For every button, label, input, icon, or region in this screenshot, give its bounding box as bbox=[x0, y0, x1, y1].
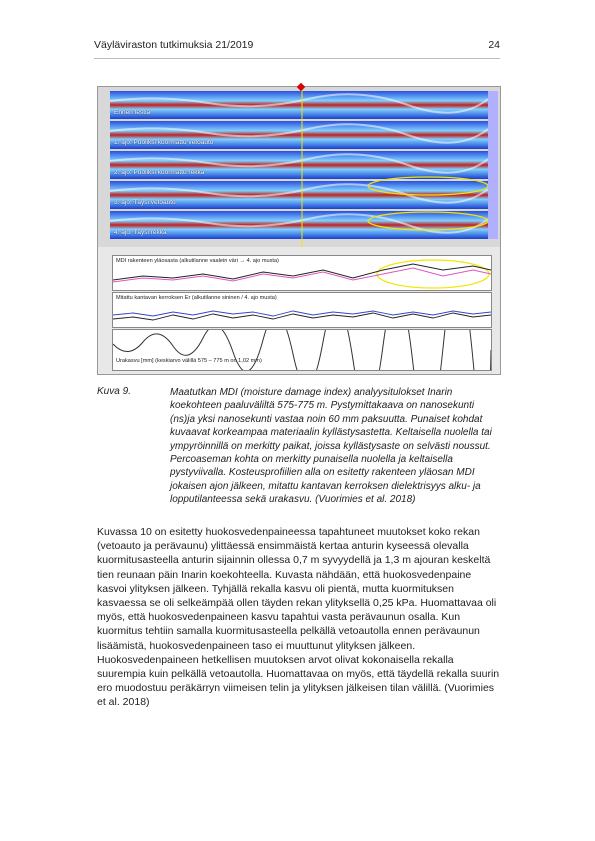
panel-label-run2: 2. ajo: Puoliksi kuormattu rekka bbox=[114, 169, 205, 176]
figure-caption-number: Kuva 9. bbox=[97, 386, 131, 397]
dielectric-profile-label: Mitattu kantavan kerroksen Er (alkutilan… bbox=[116, 295, 277, 301]
mdi-profile-label: MDI rakenteen yläosasta (alkutilanne vaa… bbox=[116, 258, 279, 264]
rut-profile-label: Urakasvu [mm] (keskiarvo välillä 575 – 7… bbox=[116, 358, 262, 364]
mdi-lines bbox=[112, 259, 492, 289]
page-number: 24 bbox=[488, 39, 500, 51]
panel-label-run3: 3. ajo: Täysi vetoauto bbox=[114, 199, 176, 206]
gpr-figure: Ennen testiä 1. ajo: Puoliksi kuormattu … bbox=[97, 82, 501, 438]
gpr-radargram bbox=[98, 87, 500, 247]
radargram-panels bbox=[110, 91, 488, 239]
header-divider bbox=[94, 58, 500, 59]
dielectric-profile: Mitattu kantavan kerroksen Er (alkutilan… bbox=[112, 292, 492, 328]
panel-label-before: Ennen testiä bbox=[114, 109, 151, 116]
running-header-title: Väyläviraston tutkimuksia 21/2019 bbox=[94, 39, 254, 51]
panel-label-run4: 4. ajo: Täysi rekka bbox=[114, 229, 167, 236]
rut-profile: Urakasvu [mm] (keskiarvo välillä 575 – 7… bbox=[112, 276, 492, 438]
dielectric-lines bbox=[112, 310, 492, 321]
panel-label-run1: 1. ajo: Puoliksi kuormattu vetoauto bbox=[114, 139, 214, 146]
rut-line bbox=[112, 276, 492, 438]
body-paragraph: Kuvassa 10 on esitetty huokosvedenpainee… bbox=[97, 526, 500, 709]
figure-caption-text: Maatutkan MDI (moisture damage index) an… bbox=[170, 387, 492, 506]
mdi-profile: MDI rakenteen yläosasta (alkutilanne vaa… bbox=[112, 255, 492, 291]
